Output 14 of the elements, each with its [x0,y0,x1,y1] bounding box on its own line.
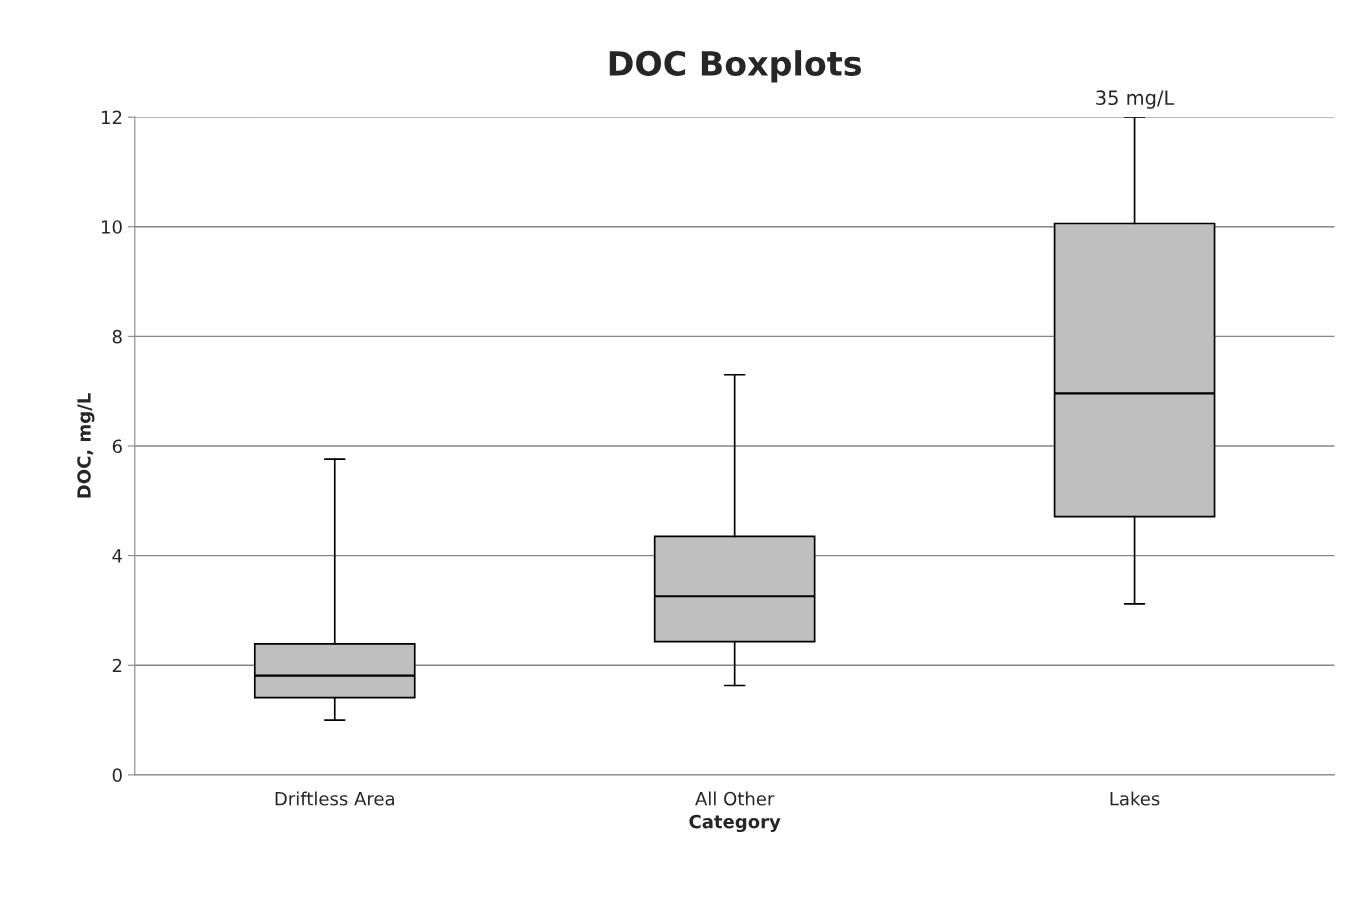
y-tick-label: 12 [102,110,122,124]
y-tick-label: 4 [112,549,122,563]
y-tick-label: 10 [102,220,122,234]
y-tick-label: 0 [112,768,122,782]
x-axis-title: Category [689,814,781,833]
x-tick-label: All Other [695,791,775,806]
x-tick-label: Driftless Area [275,791,394,806]
y-tick-label: 6 [112,439,122,454]
y-tick-label: 8 [112,329,122,344]
y-axis-title: DOC, mg/L [77,393,95,498]
y-tick-label: 2 [112,658,122,673]
chart-title: DOC Boxplots [609,50,861,83]
annotation: 35 mg/L [1096,90,1175,109]
x-tick-label: Lakes [1110,791,1160,806]
